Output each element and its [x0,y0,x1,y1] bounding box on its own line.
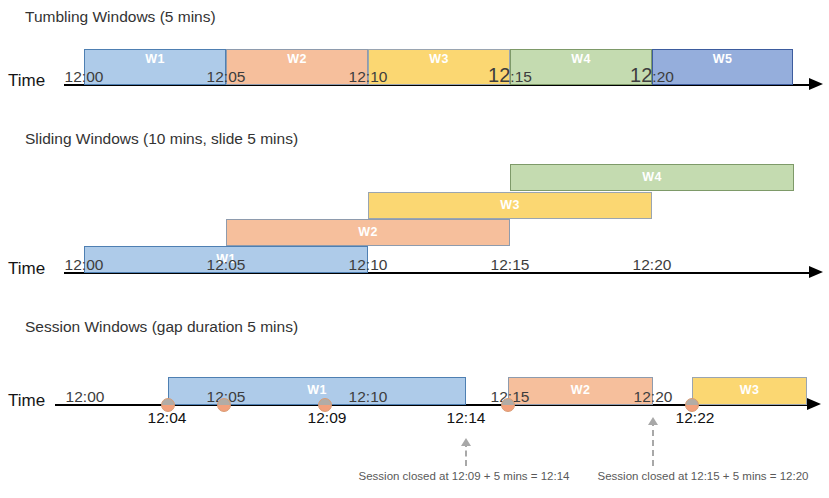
sliding-window-label-w4: W4 [642,171,661,185]
tumbling-window-label-w4: W4 [571,53,590,67]
sliding-axis-time-label: 12:20 [633,257,672,273]
session-axis-time-label: 12:00 [66,389,105,405]
session-close-annotation: Session closed at 12:15 + 5 mins = 12:20 [598,470,809,482]
sliding-section-title: Sliding Windows (10 mins, slide 5 mins) [25,130,298,148]
tumbling-time-axis-caption: Time [8,71,45,91]
event-dot-icon [161,398,175,412]
event-dot-icon [217,398,231,412]
tumbling-axis-time-label: 12:15 [488,67,532,84]
tumbling-window-bar-w1: W1 [84,49,226,85]
tumbling-axis-arrowhead-icon [809,78,823,90]
session-axis-arrowhead-icon [807,398,821,410]
session-time-axis-caption: Time [8,391,45,411]
tumbling-axis-time-label: 12:00 [65,69,104,85]
sliding-time-axis-caption: Time [8,259,45,279]
sliding-window-label-w3: W3 [500,199,519,213]
tumbling-window-bar-w2: W2 [226,49,368,85]
event-dot-icon [318,398,332,412]
event-time-label: 12:22 [676,409,715,427]
tumbling-window-label-w3: W3 [429,53,448,67]
session-window-label-w3: W3 [740,384,759,398]
session-close-arrow-icon [465,441,467,466]
tumbling-axis-time-label: 12:20 [630,67,674,84]
session-window-label-w2: W2 [571,384,590,398]
sliding-window-label-w2: W2 [358,226,377,240]
session-axis-time-label: 12:10 [349,389,388,405]
sliding-axis-arrowhead-icon [809,266,823,278]
sliding-window-bar-w3: W3 [368,192,652,219]
session-close-annotation: Session closed at 12:09 + 5 mins = 12:14 [359,470,570,482]
sliding-axis-time-label: 12:05 [207,257,246,273]
sliding-axis-time-label: 12:10 [349,257,388,273]
sliding-axis-time-label: 12:00 [65,257,104,273]
tumbling-axis-time-label: 12:10 [349,69,388,85]
tumbling-axis-time-label: 12:05 [207,69,246,85]
event-dot-icon [685,398,699,412]
session-window-bar-w3: W3 [692,377,807,405]
sliding-axis-time-label: 12:15 [491,257,530,273]
session-window-label-w1: W1 [307,384,326,398]
sliding-window-bar-w4: W4 [510,164,794,191]
tumbling-window-label-w1: W1 [145,53,164,67]
session-close-arrow-icon [652,420,654,466]
tumbling-window-label-w2: W2 [287,53,306,67]
event-dot-icon [501,398,515,412]
session-section-title: Session Windows (gap duration 5 mins) [25,318,298,336]
event-time-label: 12:14 [447,409,486,427]
session-axis-time-label: 12:20 [634,389,673,405]
tumbling-section-title: Tumbling Windows (5 mins) [25,8,216,26]
tumbling-window-label-w5: W5 [713,53,732,67]
sliding-window-bar-w2: W2 [226,219,510,246]
session-window-bar-w2: W2 [508,377,653,405]
